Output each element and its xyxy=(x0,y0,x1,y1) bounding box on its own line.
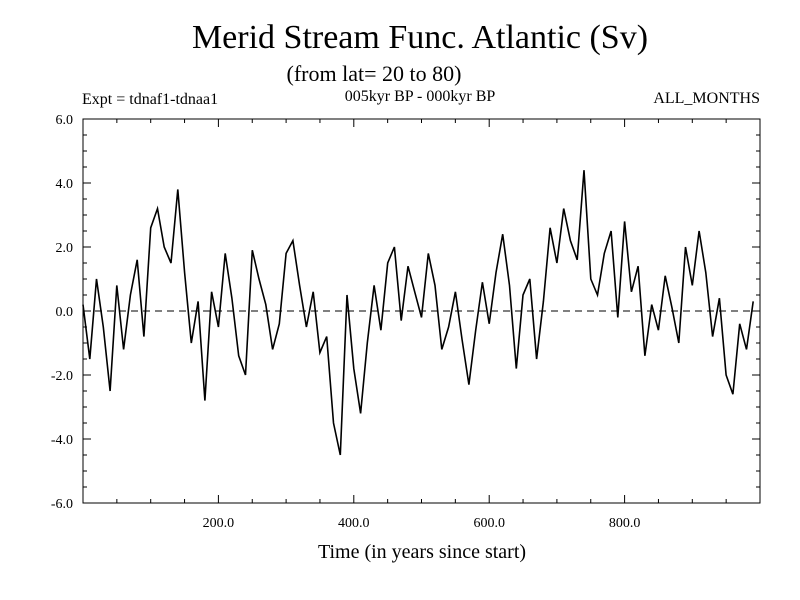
chart-title: Merid Stream Func. Atlantic (Sv) xyxy=(192,19,648,56)
y-tick-label: -2.0 xyxy=(51,369,73,384)
expt-label: Expt = tdnaf1-tdnaa1 xyxy=(82,91,218,108)
x-tick-label: 600.0 xyxy=(473,516,505,531)
x-tick-label: 200.0 xyxy=(203,516,235,531)
y-tick-label: 4.0 xyxy=(56,177,74,192)
y-tick-label: 6.0 xyxy=(56,113,74,128)
y-tick-label: -4.0 xyxy=(51,433,73,448)
y-tick-label: 2.0 xyxy=(56,241,74,256)
series-line xyxy=(82,170,754,456)
y-tick-label: 0.0 xyxy=(56,305,74,320)
plot-area: -6.0 -4.0 -2.0 0.0 2.0 4.0 6.0 200.0 400.0 600.0 8… xyxy=(51,113,761,531)
x-tick-label: 800.0 xyxy=(609,516,641,531)
x-tick-label: 400.0 xyxy=(338,516,370,531)
chart-subtitle: (from lat= 20 to 80) xyxy=(287,61,462,86)
y-tick-label: -6.0 xyxy=(51,497,73,512)
period-label: 005kyr BP - 000kyr BP xyxy=(345,88,496,105)
months-label: ALL_MONTHS xyxy=(653,90,760,107)
x-axis-label: Time (in years since start) xyxy=(318,541,526,563)
